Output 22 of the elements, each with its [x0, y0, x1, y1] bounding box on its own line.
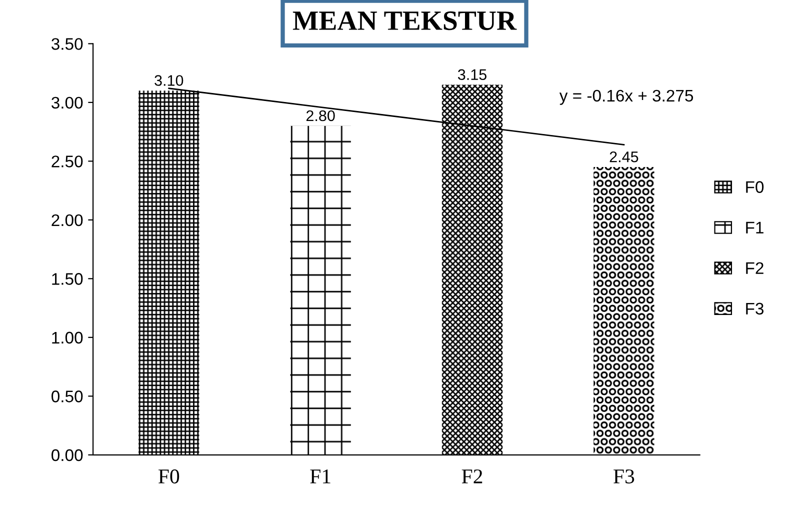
y-tick-label: 2.50 [52, 156, 83, 168]
x-tick-label: F1 [310, 469, 330, 484]
y-tick-label: 1.00 [52, 332, 83, 344]
y-tick-label: 3.50 [52, 38, 83, 50]
legend-label: F0 [746, 181, 764, 193]
data-label: 3.15 [458, 69, 486, 80]
legend-label: F2 [746, 262, 764, 274]
data-label: 2.45 [610, 151, 638, 162]
legend-label: F3 [746, 302, 764, 315]
y-tick-label: 0.00 [52, 449, 83, 462]
data-label: 3.10 [154, 75, 184, 86]
legend-label: F1 [746, 222, 764, 234]
x-tick-label: F3 [614, 469, 634, 484]
chart-title: MEAN TEKSTUR [292, 11, 517, 30]
annotation: y = -0.16x + 3.275 [559, 90, 694, 105]
y-tick-label: 0.50 [52, 390, 83, 402]
y-tick-label: 1.50 [52, 273, 83, 285]
data-label: 2.80 [306, 110, 335, 122]
x-tick-label: F2 [462, 469, 482, 484]
x-tick-label: F0 [158, 469, 180, 484]
y-tick-label: 2.00 [52, 214, 83, 226]
y-tick-label: 3.00 [52, 96, 83, 109]
